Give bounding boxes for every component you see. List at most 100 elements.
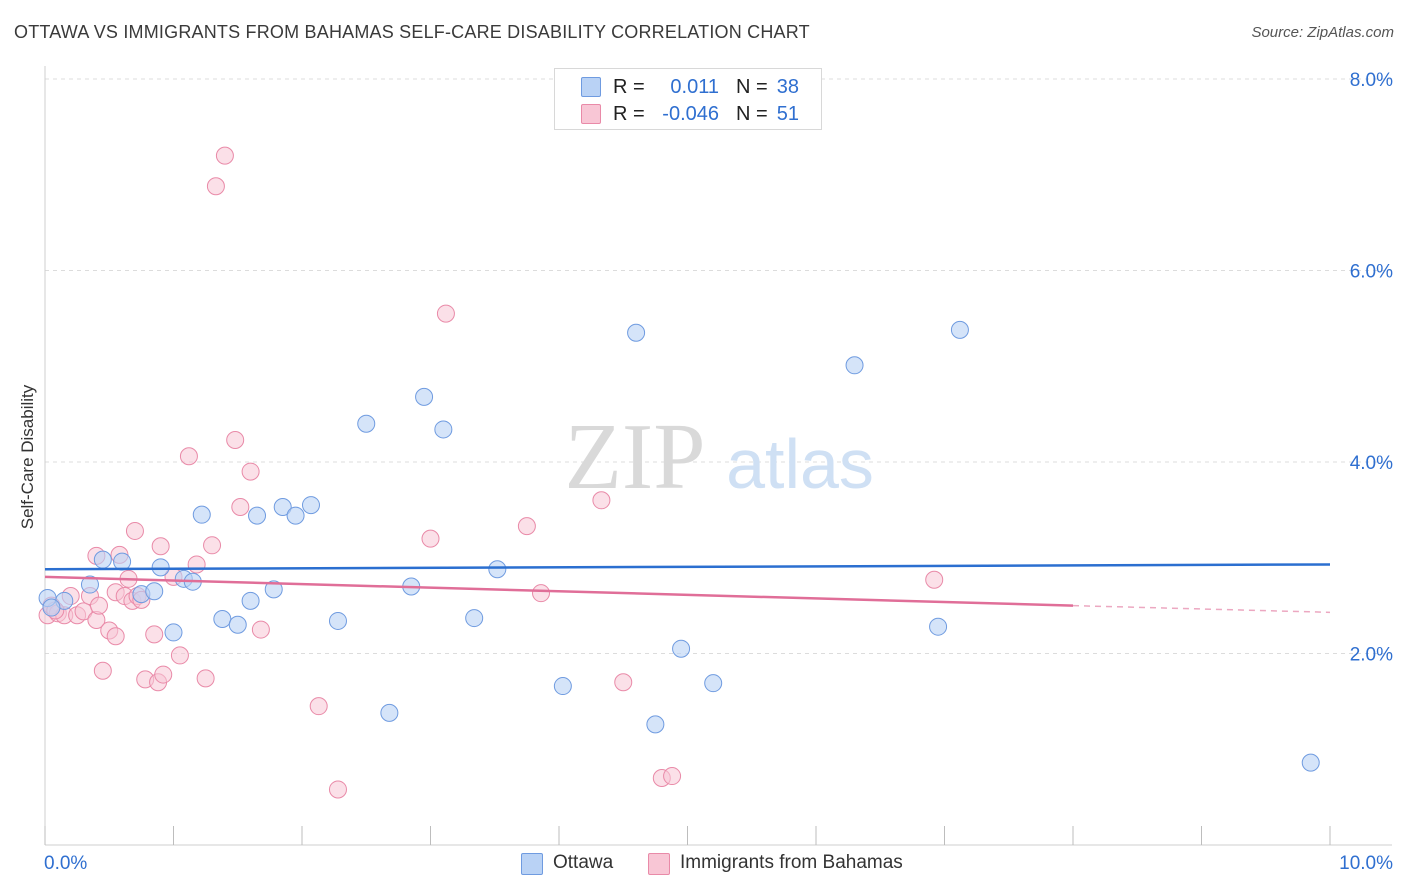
trend-lines bbox=[44, 563, 1331, 614]
x-tick-label-max: 10.0% bbox=[1339, 853, 1393, 874]
ottawa-point bbox=[301, 496, 320, 515]
ottawa-point bbox=[380, 703, 399, 722]
bahamas-point bbox=[925, 570, 944, 589]
ottawa-point bbox=[113, 552, 132, 571]
y-tick-label: 6.0% bbox=[1350, 262, 1393, 283]
ottawa-point bbox=[646, 715, 665, 734]
ottawa-point bbox=[151, 558, 170, 577]
stats-box: R = 0.011 N = 38 R = -0.046 N = 51 bbox=[554, 68, 822, 130]
bahamas-point bbox=[145, 625, 164, 644]
bahamas-point bbox=[187, 555, 206, 574]
legend-label-ottawa: Ottawa bbox=[553, 852, 614, 873]
bahamas-point bbox=[89, 596, 108, 615]
watermark-zip: ZIP bbox=[565, 405, 706, 509]
y-tick-label: 4.0% bbox=[1350, 453, 1393, 474]
ottawa-point bbox=[434, 420, 453, 439]
bahamas-point bbox=[151, 537, 170, 556]
bahamas-point bbox=[436, 304, 455, 323]
bahamas-point bbox=[328, 780, 347, 799]
source-label: Source: ZipAtlas.com bbox=[1251, 24, 1394, 41]
r-value-ottawa: 0.011 bbox=[670, 76, 719, 98]
bahamas-point bbox=[309, 697, 328, 716]
n-label: N = bbox=[736, 76, 768, 98]
ottawa-point bbox=[264, 580, 283, 599]
bahamas-point bbox=[663, 767, 682, 786]
bahamas-point bbox=[170, 646, 189, 665]
ottawa-point bbox=[213, 610, 232, 629]
legend-label-bahamas: Immigrants from Bahamas bbox=[680, 852, 903, 873]
stats-row-ottawa: R = 0.011 N = 38 bbox=[555, 74, 821, 100]
ottawa-point bbox=[286, 506, 305, 525]
x-tick-label-min: 0.0% bbox=[44, 853, 87, 874]
bahamas-swatch bbox=[581, 104, 601, 124]
bahamas-point bbox=[532, 584, 551, 603]
ottawa-point bbox=[241, 591, 260, 610]
ottawa-point bbox=[845, 356, 864, 375]
bahamas-point bbox=[154, 665, 173, 684]
ottawa-point bbox=[465, 609, 484, 628]
axes bbox=[44, 66, 1392, 846]
ottawa-point bbox=[228, 615, 247, 634]
y-tick-label: 8.0% bbox=[1350, 70, 1393, 91]
ottawa-point bbox=[357, 414, 376, 433]
ottawa-trend-line bbox=[44, 563, 1331, 571]
n-value-bahamas: 51 bbox=[776, 103, 799, 125]
watermark-atlas: atlas bbox=[726, 425, 874, 503]
ottawa-point bbox=[553, 677, 572, 696]
ottawa-point bbox=[164, 623, 183, 642]
bahamas-point bbox=[614, 673, 633, 692]
bahamas-point bbox=[421, 529, 440, 548]
ottawa-point bbox=[627, 323, 646, 342]
ottawa-point bbox=[929, 617, 948, 636]
ottawa-point bbox=[488, 560, 507, 579]
ottawa-point bbox=[415, 387, 434, 406]
ottawa-point bbox=[42, 598, 61, 617]
ottawa-point bbox=[93, 550, 112, 569]
ottawa-point bbox=[1301, 753, 1320, 772]
bahamas-point bbox=[179, 447, 198, 466]
bahamas-point bbox=[203, 536, 222, 555]
bahamas-point bbox=[106, 627, 125, 646]
bahamas-point bbox=[215, 146, 234, 165]
ottawa-point bbox=[145, 582, 164, 601]
ottawa-point bbox=[192, 505, 211, 524]
ottawa-legend-swatch bbox=[521, 853, 543, 875]
stats-row-bahamas: R = -0.046 N = 51 bbox=[555, 101, 821, 127]
tick-labels: 2.0% 4.0% 6.0% 8.0% 0.0% 10.0% bbox=[44, 70, 1393, 874]
bahamas-point bbox=[231, 498, 250, 517]
bahamas-point bbox=[517, 517, 536, 536]
gridlines bbox=[45, 78, 1392, 654]
ottawa-points bbox=[38, 320, 1320, 772]
bahamas-point bbox=[196, 669, 215, 688]
bahamas-point bbox=[226, 430, 245, 449]
ottawa-point bbox=[248, 506, 267, 525]
watermark: ZIP atlas bbox=[565, 405, 874, 509]
ottawa-point bbox=[704, 674, 723, 693]
ottawa-point bbox=[80, 575, 99, 594]
bahamas-point bbox=[241, 462, 260, 481]
bahamas-trend-extension bbox=[1072, 604, 1331, 614]
n-value-ottawa: 38 bbox=[776, 76, 799, 98]
r-label: R = bbox=[613, 76, 645, 98]
ottawa-point bbox=[273, 498, 292, 517]
bahamas-legend-swatch bbox=[648, 853, 670, 875]
ottawa-swatch bbox=[581, 77, 601, 97]
bahamas-point bbox=[206, 177, 225, 196]
bahamas-point bbox=[592, 491, 611, 510]
ottawa-point bbox=[328, 611, 347, 630]
bahamas-trend-line bbox=[44, 575, 1074, 607]
ottawa-point bbox=[672, 639, 691, 658]
r-value-bahamas: -0.046 bbox=[662, 103, 719, 125]
bahamas-points bbox=[38, 146, 944, 799]
legend-item-bahamas[interactable]: Immigrants from Bahamas bbox=[648, 852, 938, 876]
ottawa-point bbox=[950, 320, 969, 339]
chart-title: OTTAWA VS IMMIGRANTS FROM BAHAMAS SELF-C… bbox=[14, 22, 810, 42]
bahamas-point bbox=[251, 620, 270, 639]
y-tick-label: 2.0% bbox=[1350, 645, 1393, 666]
r-label: R = bbox=[613, 103, 645, 125]
bahamas-point bbox=[93, 661, 112, 680]
n-label: N = bbox=[736, 103, 768, 125]
bahamas-point bbox=[125, 521, 144, 540]
legend-item-ottawa[interactable]: Ottawa bbox=[521, 852, 631, 876]
